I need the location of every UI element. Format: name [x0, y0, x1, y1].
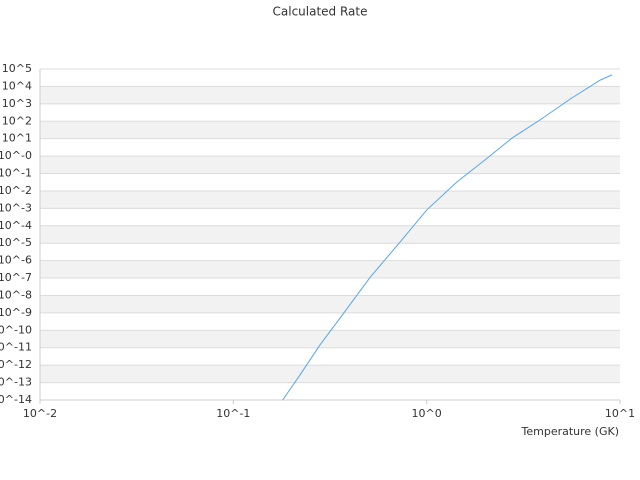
- y-tick-label: 10^-1: [0, 167, 32, 180]
- chart-title: Calculated Rate: [273, 5, 368, 19]
- grid-band: [40, 225, 620, 244]
- grid-band: [40, 260, 620, 279]
- y-tick-label: 10^-7: [0, 271, 32, 284]
- y-tick-label: 10^-12: [0, 358, 32, 371]
- y-tick-label: 10^-14: [0, 393, 32, 406]
- y-tick-label: 10^-9: [0, 306, 32, 319]
- x-tick-label: 10^1: [605, 407, 635, 420]
- grid-band: [40, 295, 620, 313]
- x-tick-label: 10^-1: [216, 407, 250, 420]
- x-tick-label: 10^-2: [23, 407, 57, 420]
- y-tick-label: 10^-2: [0, 184, 32, 197]
- y-tick-label: 10^-4: [0, 219, 32, 232]
- grid-band: [40, 190, 620, 209]
- y-tick-label: 10^-5: [0, 236, 32, 249]
- y-tick-label: 10^3: [2, 97, 32, 110]
- y-tick-label: 10^-8: [0, 288, 32, 301]
- line-series: [282, 74, 613, 401]
- y-tick-label: 10^-6: [0, 254, 32, 267]
- grid-band: [40, 156, 620, 174]
- y-tick-label: 10^5: [2, 62, 32, 75]
- x-tick-label: 10^0: [412, 407, 442, 420]
- y-tick-label: 10^-3: [0, 201, 32, 214]
- y-tick-label: 10^2: [2, 114, 32, 127]
- x-axis-title: Temperature (GK): [521, 425, 620, 438]
- grid-band: [40, 121, 620, 139]
- y-tick-label: 10^-10: [0, 323, 32, 336]
- grid-band: [40, 365, 620, 383]
- y-tick-label: 10^-0: [0, 149, 32, 162]
- y-tick-label: 10^4: [2, 79, 32, 92]
- y-tick-label: 10^-11: [0, 341, 32, 354]
- y-tick-label: 10^1: [2, 132, 32, 145]
- grid-band: [40, 330, 620, 348]
- grid-band: [40, 86, 620, 104]
- y-tick-label: 10^-13: [0, 376, 32, 389]
